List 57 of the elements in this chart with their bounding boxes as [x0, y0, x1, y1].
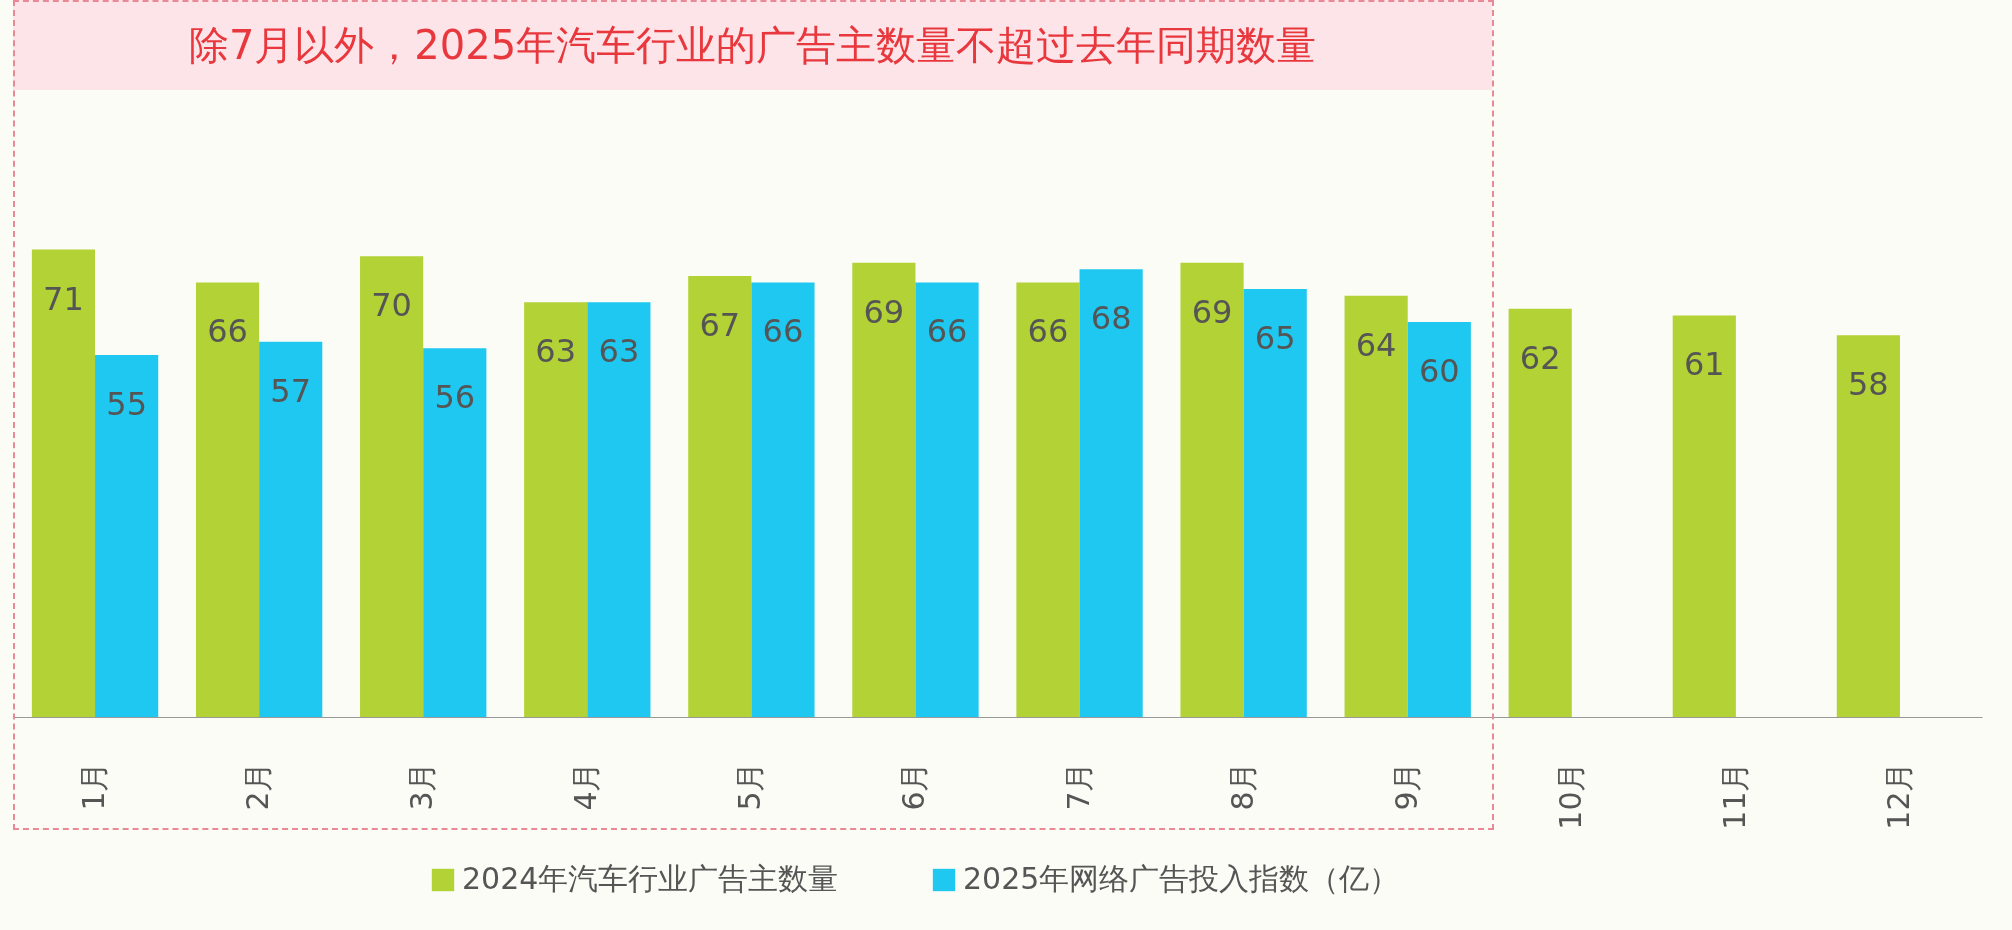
data-label: 62: [1519, 338, 1561, 377]
data-label: 58: [1848, 365, 1889, 404]
bar: [587, 302, 651, 717]
x-tick-label: 1月: [76, 761, 112, 811]
x-tick-label: 9月: [1388, 761, 1424, 811]
x-tick-label: 10月: [1552, 761, 1588, 830]
x-tick-label: 8月: [1224, 761, 1260, 811]
bar: [423, 348, 487, 717]
x-tick-label: 6月: [896, 761, 932, 811]
x-tick-label: 5月: [732, 761, 768, 811]
data-label: 66: [762, 312, 804, 351]
bar: [1180, 262, 1244, 717]
x-tick-label: 12月: [1880, 761, 1916, 830]
x-tick-label: 3月: [404, 761, 440, 811]
data-label: 66: [1027, 312, 1069, 351]
bar: [751, 282, 815, 717]
bar: [688, 275, 752, 717]
data-label: 70: [371, 286, 412, 325]
bar: [195, 282, 260, 717]
x-tick-label: 2月: [240, 761, 276, 811]
bar: [1344, 295, 1408, 717]
bar: [259, 341, 323, 717]
data-label: 57: [270, 371, 312, 410]
data-label: 65: [1254, 319, 1296, 358]
bar: [1016, 282, 1080, 717]
x-tick-label: 11月: [1716, 761, 1752, 830]
data-label: 63: [535, 332, 577, 371]
data-label: 69: [863, 292, 905, 331]
data-label: 56: [434, 378, 476, 417]
x-tick-label: 4月: [568, 761, 604, 811]
legend-label: 2025年网络广告投入指数（亿）: [963, 861, 1400, 896]
data-label: 68: [1090, 299, 1132, 338]
data-label: 61: [1683, 345, 1725, 384]
bar: [1079, 269, 1143, 717]
bar: [524, 302, 588, 717]
bar: [1836, 335, 1900, 717]
data-label: 69: [1191, 292, 1233, 331]
bar: [95, 354, 159, 717]
data-label: 66: [207, 312, 248, 351]
bar: [1508, 308, 1572, 717]
data-label: 63: [598, 332, 640, 371]
bar: [31, 249, 96, 717]
bar: [1243, 289, 1307, 717]
data-label: 67: [699, 305, 741, 344]
data-label: 66: [926, 312, 968, 351]
data-label: 64: [1355, 325, 1397, 364]
x-tick-label: 7月: [1060, 761, 1096, 811]
bar: [852, 262, 916, 717]
legend-label: 2024年汽车行业广告主数量: [462, 861, 839, 896]
data-label: 60: [1418, 351, 1460, 390]
bar: [1672, 315, 1736, 717]
bar: [915, 282, 979, 717]
chart-title: 除7月以外，2025年汽车行业的广告主数量不超过去年同期数量: [13, 0, 1492, 90]
data-label: 71: [43, 279, 84, 318]
bar: [360, 256, 424, 717]
data-label: 55: [106, 384, 147, 423]
bar: [1407, 321, 1471, 717]
